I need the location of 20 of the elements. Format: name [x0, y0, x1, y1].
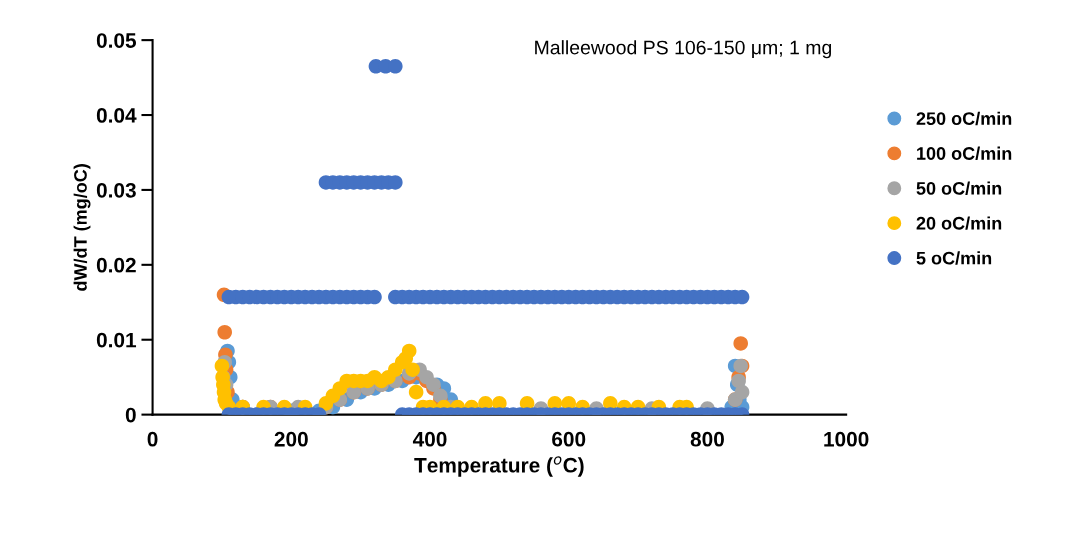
y-tick-label: 0.03: [96, 182, 136, 198]
x-axis-title: Temperature ($^{o}$C): [414, 456, 584, 477]
y-tick-label: 0.01: [96, 332, 137, 348]
x-tick-label: 800: [690, 431, 724, 447]
y-tick-label: 0.04: [96, 108, 137, 123]
legend-label: 100 oC/min: [917, 146, 1012, 161]
annotation: Malleewood PS 106-150 μm; 1 mg: [535, 40, 832, 59]
x-tick-label: 0: [147, 431, 158, 447]
x-tick-label: 400: [412, 431, 447, 447]
y-tick-label: 0.05: [96, 33, 137, 48]
legend-label: 5 oC/min: [916, 251, 992, 265]
y-tick-label: 0: [125, 407, 136, 423]
legend-label: 20 oC/min: [916, 216, 1002, 230]
x-tick-label: 1000: [824, 431, 869, 447]
y-axis-title: dW/dT (mg/oC): [73, 164, 91, 291]
legend-label: 250 oC/min: [916, 111, 1012, 126]
x-tick-label: 600: [552, 431, 586, 447]
x-tick-label: 200: [274, 431, 308, 447]
y-tick-label: 0.02: [96, 257, 136, 273]
legend-label: 50 oC/min: [916, 181, 1002, 195]
